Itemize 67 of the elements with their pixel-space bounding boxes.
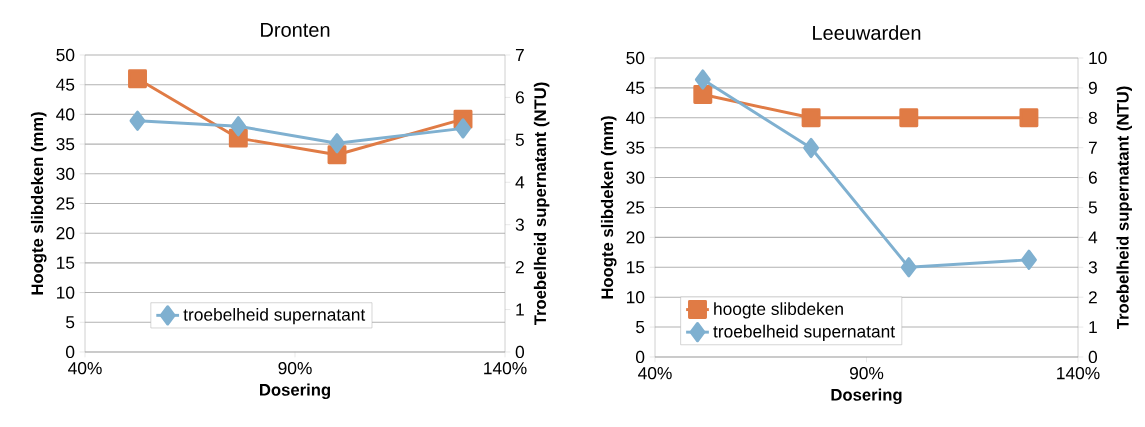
x-axis-title: Dosering bbox=[260, 383, 331, 400]
y-tick-label: 15 bbox=[627, 261, 645, 274]
y2-axis-title: Troebelheid supernatant (NTU) bbox=[1116, 86, 1133, 330]
y-axis-title: Hoogte slibdeken (mm) bbox=[600, 116, 617, 299]
y2-tick-label: 5 bbox=[515, 133, 524, 146]
y-tick-label: 50 bbox=[626, 51, 645, 65]
y-tick-label: 30 bbox=[56, 167, 75, 180]
y2-tick-label: 2 bbox=[515, 261, 524, 274]
y-tick-label: 10 bbox=[57, 286, 75, 299]
point bbox=[329, 133, 345, 154]
y2-tick-label: 4 bbox=[515, 176, 525, 189]
y2-tick-label: 0 bbox=[515, 345, 525, 359]
y-tick-label: 5 bbox=[636, 321, 645, 334]
y-tick-label: 10 bbox=[627, 291, 645, 304]
x-tick-label: 140% bbox=[1057, 367, 1100, 380]
y-tick-label: 40 bbox=[626, 111, 645, 124]
y2-tick-label: 6 bbox=[515, 91, 524, 104]
point bbox=[1020, 249, 1037, 270]
point bbox=[455, 118, 471, 139]
y2-tick-label: 6 bbox=[1088, 171, 1097, 184]
y-tick-label: 0 bbox=[635, 350, 645, 364]
y2-tick-label: 8 bbox=[1088, 111, 1097, 124]
x-tick-label: 90% bbox=[849, 367, 884, 380]
y2-tick-label: 1 bbox=[516, 303, 524, 316]
point bbox=[128, 69, 147, 89]
y2-tick-label: 7 bbox=[1088, 141, 1097, 154]
y-tick-label: 15 bbox=[57, 256, 75, 269]
point bbox=[230, 116, 247, 137]
y2-tick-label: 7 bbox=[515, 49, 524, 61]
y2-tick-label: 1 bbox=[1089, 321, 1097, 334]
y2-tick-label: 9 bbox=[1088, 81, 1097, 95]
y2-tick-label: 3 bbox=[1088, 261, 1097, 274]
point bbox=[129, 110, 146, 131]
y2-axis-title: Troebelheid supernatant (NTU) bbox=[533, 82, 550, 326]
y-tick-label: 45 bbox=[626, 81, 645, 94]
x-axis-title: Dosering bbox=[831, 388, 902, 405]
x-tick-label: 40% bbox=[68, 362, 102, 375]
point bbox=[900, 257, 917, 278]
point bbox=[803, 137, 820, 159]
y-tick-label: 50 bbox=[56, 48, 75, 62]
y2-tick-label: 5 bbox=[1088, 201, 1097, 214]
y2-tick-label: 3 bbox=[515, 218, 524, 231]
y-tick-label: 25 bbox=[626, 201, 645, 214]
legend-label: hoogte slibdeken bbox=[714, 302, 843, 319]
y-axis-title: Hoogte slibdeken (mm) bbox=[30, 112, 47, 295]
y-tick-label: 30 bbox=[626, 171, 645, 184]
y2-tick-label: 10 bbox=[1089, 51, 1107, 65]
y-tick-label: 20 bbox=[56, 227, 75, 240]
y-tick-label: 35 bbox=[626, 141, 645, 154]
y-tick-label: 35 bbox=[56, 137, 75, 151]
y2-tick-label: 0 bbox=[1088, 350, 1098, 364]
legend-label: troebelheid supernatant bbox=[713, 324, 895, 342]
x-tick-label: 40% bbox=[638, 367, 672, 380]
y-tick-label: 40 bbox=[56, 108, 75, 121]
y2-tick-label: 4 bbox=[1088, 231, 1098, 244]
chart-title: Dronten bbox=[261, 22, 330, 37]
x-tick-label: 90% bbox=[278, 362, 312, 375]
y-tick-label: 20 bbox=[626, 231, 645, 244]
y-tick-label: 45 bbox=[56, 78, 75, 91]
y2-tick-label: 2 bbox=[1088, 291, 1097, 304]
x-tick-label: 140% bbox=[484, 362, 527, 375]
y-tick-label: 0 bbox=[66, 345, 75, 359]
point bbox=[694, 69, 711, 90]
y-tick-label: 5 bbox=[66, 316, 75, 329]
legend-label: troebelheid supernatant bbox=[183, 308, 366, 325]
chart-title: Leeuwarden bbox=[813, 25, 921, 40]
y-tick-label: 25 bbox=[56, 197, 75, 210]
